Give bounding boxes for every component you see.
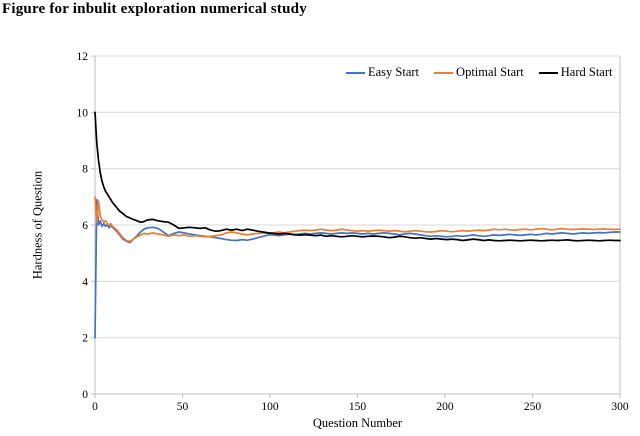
y-axis-title: Hardness of Question	[30, 170, 45, 280]
chart-legend: Easy Start Optimal Start Hard Start	[346, 65, 612, 80]
legend-swatch-optimal-start	[434, 71, 454, 74]
legend-item-optimal-start: Optimal Start	[434, 65, 524, 80]
legend-label-hard-start: Hard Start	[560, 65, 613, 79]
y-tick-label-8: 8	[82, 164, 88, 176]
y-tick-label-10: 10	[77, 107, 89, 119]
legend-item-hard-start: Hard Start	[538, 65, 613, 80]
series-line-hard-start	[94, 111, 621, 242]
legend-swatch-easy-start	[346, 71, 365, 74]
x-tick-label-100: 100	[261, 401, 279, 413]
y-tick-label-0: 0	[82, 389, 88, 401]
legend-label-easy-start: Easy Start	[368, 65, 420, 79]
series-line-optimal-start	[94, 195, 621, 243]
x-tick-label-200: 200	[436, 401, 454, 413]
x-tick-label-150: 150	[349, 401, 367, 413]
x-axis-title: Question Number	[312, 416, 403, 430]
x-tick-label-0: 0	[92, 401, 98, 413]
series-line-easy-start	[94, 198, 621, 339]
y-tick-label-6: 6	[82, 220, 88, 232]
x-tick-label-300: 300	[611, 401, 629, 413]
y-tick-label-12: 12	[77, 51, 89, 63]
x-tick-label-250: 250	[524, 401, 542, 413]
legend-label-optimal-start: Optimal Start	[456, 65, 524, 79]
x-tick-label-50: 50	[177, 401, 189, 413]
y-tick-label-2: 2	[82, 333, 88, 345]
y-tick-label-4: 4	[82, 276, 88, 288]
legend-swatch-hard-start	[538, 71, 558, 74]
legend-item-easy-start: Easy Start	[346, 65, 419, 80]
figure-title: Figure for inbulit exploration numerical…	[2, 1, 307, 17]
